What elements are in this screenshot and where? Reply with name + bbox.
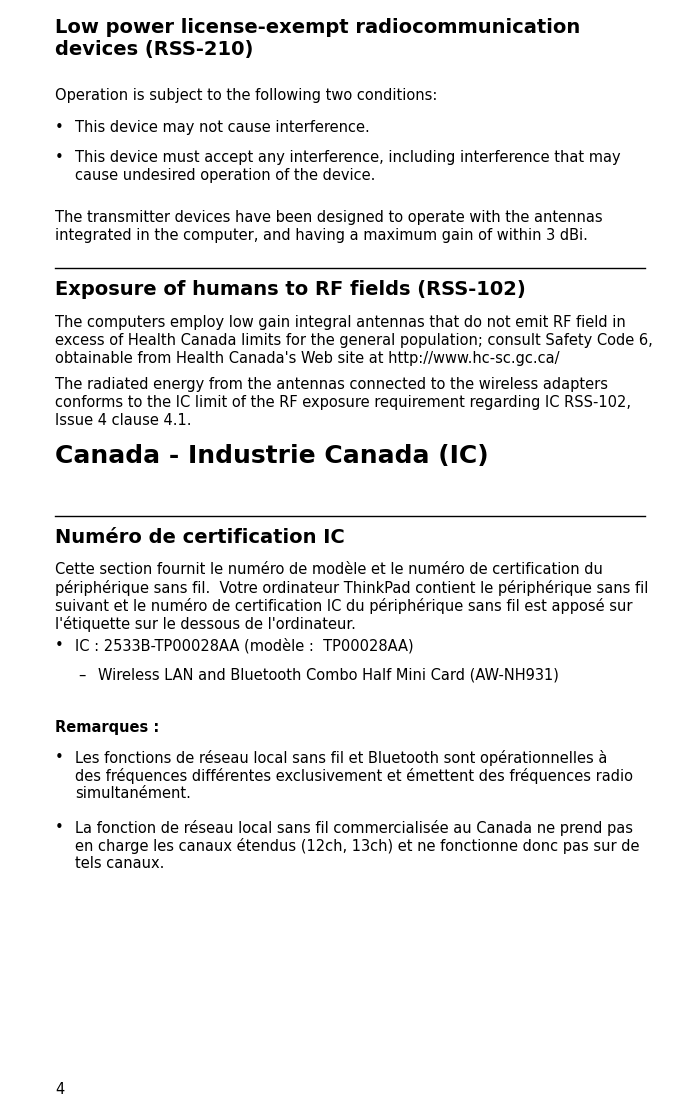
Text: en charge les canaux étendus (12ch, 13ch) et ne fonctionne donc pas sur de: en charge les canaux étendus (12ch, 13ch… xyxy=(75,838,639,854)
Text: •: • xyxy=(55,820,64,835)
Text: Les fonctions de réseau local sans fil et Bluetooth sont opérationnelles à: Les fonctions de réseau local sans fil e… xyxy=(75,750,607,766)
Text: suivant et le numéro de certification IC du périphérique sans fil est apposé sur: suivant et le numéro de certification IC… xyxy=(55,598,632,614)
Text: –: – xyxy=(78,668,85,683)
Text: Low power license-exempt radiocommunication: Low power license-exempt radiocommunicat… xyxy=(55,18,580,37)
Text: Exposure of humans to RF fields (RSS-102): Exposure of humans to RF fields (RSS-102… xyxy=(55,279,525,299)
Text: périphérique sans fil.  Votre ordinateur ThinkPad contient le périphérique sans : périphérique sans fil. Votre ordinateur … xyxy=(55,580,648,596)
Text: Cette section fournit le numéro de modèle et le numéro de certification du: Cette section fournit le numéro de modèl… xyxy=(55,562,603,577)
Text: •: • xyxy=(55,120,64,135)
Text: This device must accept any interference, including interference that may: This device must accept any interference… xyxy=(75,150,621,165)
Text: Remarques :: Remarques : xyxy=(55,720,159,735)
Text: cause undesired operation of the device.: cause undesired operation of the device. xyxy=(75,167,375,183)
Text: devices (RSS-210): devices (RSS-210) xyxy=(55,40,253,59)
Text: Numéro de certification IC: Numéro de certification IC xyxy=(55,528,345,547)
Text: •: • xyxy=(55,150,64,165)
Text: The computers employ low gain integral antennas that do not emit RF field in: The computers employ low gain integral a… xyxy=(55,315,626,330)
Text: integrated in the computer, and having a maximum gain of within 3 dBi.: integrated in the computer, and having a… xyxy=(55,228,588,243)
Text: This device may not cause interference.: This device may not cause interference. xyxy=(75,120,370,135)
Text: •: • xyxy=(55,638,64,653)
Text: IC : 2533B-TP00028AA (modèle :  TP00028AA): IC : 2533B-TP00028AA (modèle : TP00028AA… xyxy=(75,638,414,653)
Text: The transmitter devices have been designed to operate with the antennas: The transmitter devices have been design… xyxy=(55,210,602,225)
Text: obtainable from Health Canada's Web site at http://www.hc-sc.gc.ca/: obtainable from Health Canada's Web site… xyxy=(55,352,560,366)
Text: Canada - Industrie Canada (IC): Canada - Industrie Canada (IC) xyxy=(55,444,488,468)
Text: Operation is subject to the following two conditions:: Operation is subject to the following tw… xyxy=(55,88,438,103)
Text: excess of Health Canada limits for the general population; consult Safety Code 6: excess of Health Canada limits for the g… xyxy=(55,333,653,348)
Text: des fréquences différentes exclusivement et émettent des fréquences radio: des fréquences différentes exclusivement… xyxy=(75,769,633,784)
Text: simultanément.: simultanément. xyxy=(75,786,191,801)
Text: Issue 4 clause 4.1.: Issue 4 clause 4.1. xyxy=(55,413,191,428)
Text: The radiated energy from the antennas connected to the wireless adapters: The radiated energy from the antennas co… xyxy=(55,377,608,391)
Text: l'étiquette sur le dessous de l'ordinateur.: l'étiquette sur le dessous de l'ordinate… xyxy=(55,615,356,632)
Text: •: • xyxy=(55,750,64,765)
Text: tels canaux.: tels canaux. xyxy=(75,856,165,871)
Text: conforms to the IC limit of the RF exposure requirement regarding IC RSS-102,: conforms to the IC limit of the RF expos… xyxy=(55,395,631,410)
Text: La fonction de réseau local sans fil commercialisée au Canada ne prend pas: La fonction de réseau local sans fil com… xyxy=(75,820,633,836)
Text: Wireless LAN and Bluetooth Combo Half Mini Card (AW-NH931): Wireless LAN and Bluetooth Combo Half Mi… xyxy=(98,668,559,683)
Text: 4: 4 xyxy=(55,1082,64,1097)
